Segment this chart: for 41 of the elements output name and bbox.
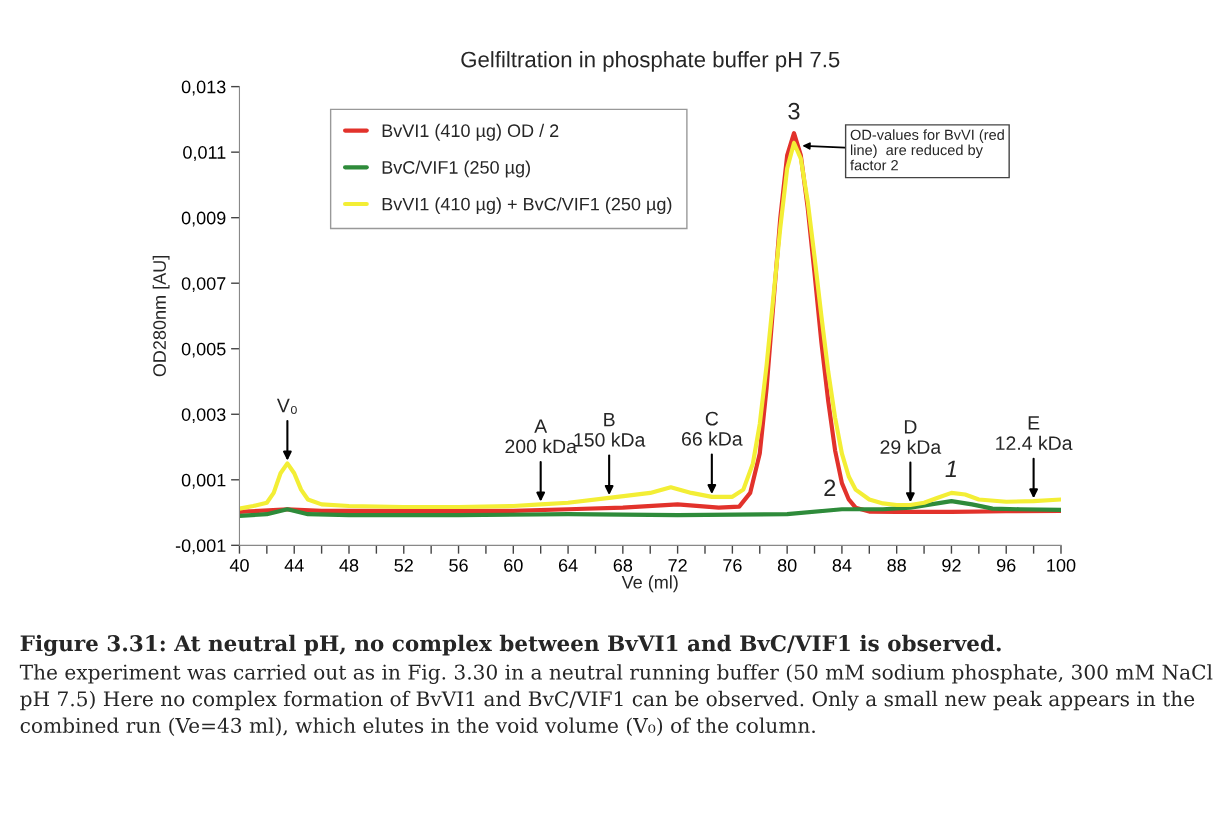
x-tick-label: 40 bbox=[229, 559, 249, 572]
x-tick-label: 48 bbox=[339, 559, 359, 572]
x-tick-label: 100 bbox=[1047, 559, 1076, 572]
x-tick-label: 52 bbox=[394, 559, 413, 572]
chart-title: Gelfiltration in phosphate buffer pH 7.5 bbox=[461, 51, 840, 72]
y-tick-label: 0,009 bbox=[181, 211, 226, 227]
x-tick-label: 44 bbox=[284, 559, 304, 572]
x-axis-title: Ve (ml) bbox=[621, 575, 678, 593]
x-tick-label: 80 bbox=[777, 559, 797, 572]
y-tick-label: 0,013 bbox=[181, 80, 226, 96]
y-tick-label: -0,001 bbox=[175, 539, 226, 555]
x-tick-label: 76 bbox=[723, 559, 742, 572]
annotation: 2 bbox=[824, 479, 836, 497]
y-tick-label: 0,005 bbox=[181, 342, 226, 358]
annotation: OD-values for BvVI (red line) are reduced by factor 2 bbox=[850, 129, 1004, 171]
x-tick-label: 88 bbox=[887, 559, 906, 572]
x-tick-label: 96 bbox=[997, 559, 1016, 572]
caption: Figure 3.31: At neutral pH, no complex between BvVI1 and BvC/VIF1 is observed. bbox=[20, 634, 1001, 656]
annotation: D 29 kDa bbox=[880, 420, 942, 454]
y-tick-label: 0,011 bbox=[183, 146, 226, 162]
y-tick-label: 0,007 bbox=[181, 277, 226, 293]
y-axis-title: OD280nm [AU] bbox=[152, 256, 170, 377]
annotation: 3 bbox=[788, 102, 800, 120]
x-tick-label: 64 bbox=[558, 559, 578, 572]
annotation: C 66 kDa bbox=[682, 411, 743, 446]
line-series bbox=[239, 499, 1061, 518]
x-tick-label: 56 bbox=[449, 559, 468, 572]
annotation: E 12.4 kDa bbox=[996, 416, 1073, 451]
x-tick-label: 92 bbox=[942, 559, 961, 572]
legend-label: BvVI1 (410 µg) + BvC/VIF1 (250 µg) bbox=[382, 197, 672, 215]
x-tick-label: 72 bbox=[668, 559, 687, 572]
x-tick-label: 84 bbox=[832, 559, 852, 572]
x-tick-label: 60 bbox=[504, 559, 523, 572]
legend-label: BvVI1 (410 µg) OD / 2 bbox=[382, 123, 559, 141]
annotation: 1 bbox=[945, 460, 957, 477]
annotation: V₀ bbox=[276, 398, 297, 414]
text: The experiment was carried out as in Fig. 3.30 in a neutral running buffer (50 mM sodium phosphate, 300 mM NaCl pH 7.5) Here no complex formation of BvVI1 and BvC/VIF1 can be observed. Only a small new peak appears in the combined run (Ve=43 ml), which elutes in the void volume (V₀) of the column. bbox=[19, 664, 1213, 736]
y-tick-label: 0,001 bbox=[181, 473, 226, 489]
legend-label: BvC/VIF1 (250 µg) bbox=[382, 160, 530, 178]
y-tick-label: 0,003 bbox=[181, 408, 226, 424]
x-tick-label: 68 bbox=[613, 559, 633, 572]
